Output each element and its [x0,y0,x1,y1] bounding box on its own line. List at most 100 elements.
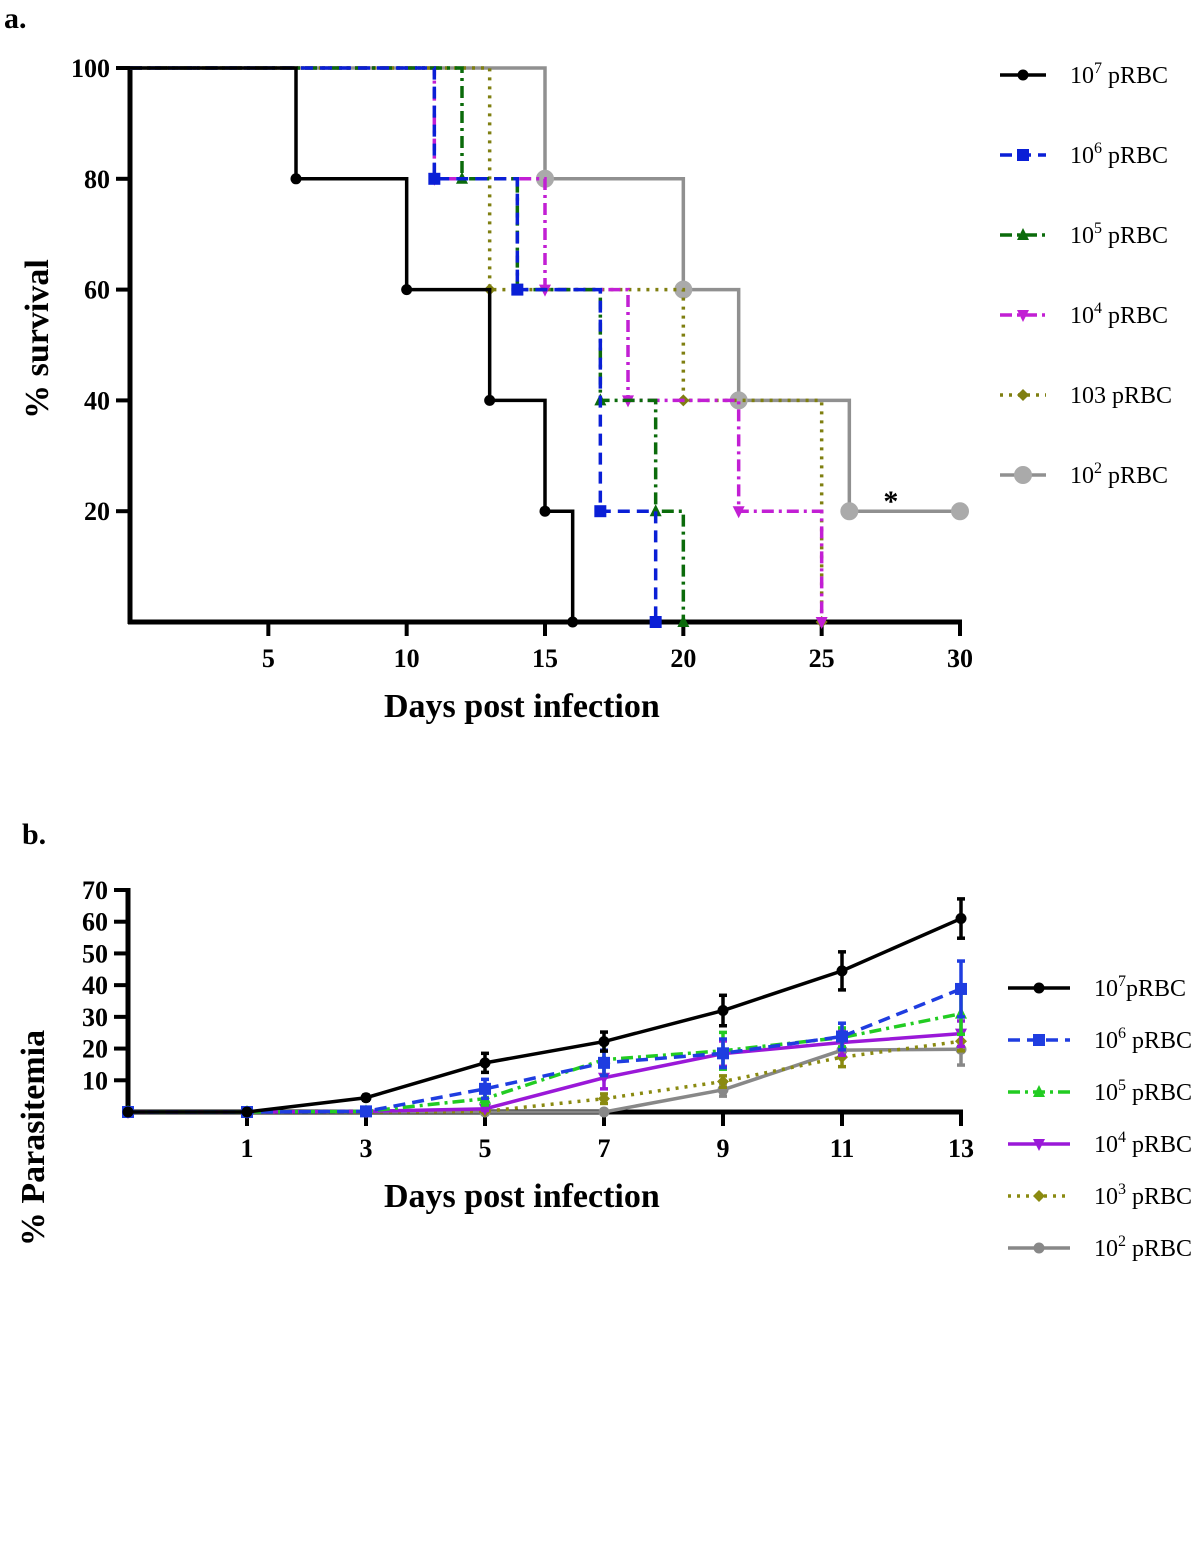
parasitemia-legend-label-3: 104 pRBC [1094,1129,1192,1158]
panel-label-a: a. [4,2,27,35]
survival-legend-label-4: 103 pRBC [1070,383,1172,409]
parasitemia-y-tick-label: 20 [82,1035,108,1064]
survival-x-tick-label: 30 [947,644,973,673]
survival-point-0-4 [567,616,579,628]
parasitemia-x-tick-label: 13 [948,1134,974,1163]
parasitemia-y-tick-label: 30 [82,1003,108,1032]
parasitemia-point-0-0 [122,1106,134,1118]
parasitemia-x-tick-label: 9 [717,1134,730,1163]
survival-point-0-0 [290,173,302,185]
parasitemia-y-tick-label: 10 [82,1066,108,1095]
survival-point-1-3 [649,616,662,628]
parasitemia-legend-entry-3: 104 pRBC [1008,1129,1192,1158]
parasitemia-point-0-1 [241,1106,253,1118]
survival-line-2 [130,66,686,622]
survival-legend-label-1: 106 pRBC [1070,140,1168,169]
parasitemia-x-tick-label: 7 [598,1134,611,1163]
survival-line-3 [130,66,824,622]
parasitemia-y-tick-label: 40 [82,971,108,1000]
survival-legend-marker-4 [1017,389,1029,401]
parasitemia-point-1-6 [836,1030,848,1043]
parasitemia-legend-marker-3 [1033,1139,1045,1151]
survival-legend-label-3: 104 pRBC [1070,300,1168,329]
parasitemia-y-tick-label: 70 [82,876,108,905]
survival-y-tick-label: 80 [84,165,110,194]
parasitemia-point-4-5 [717,1075,729,1088]
parasitemia-point-0-2 [360,1092,372,1104]
survival-line-5 [130,66,960,513]
parasitemia-x-tick-label: 1 [241,1134,254,1163]
parasitemia-point-0-5 [717,1005,729,1017]
parasitemia-line-2 [128,1011,962,1114]
parasitemia-legend-label-5: 102 pRBC [1094,1233,1192,1262]
parasitemia-legend-marker-2 [1033,1085,1045,1097]
survival-legend-entry-0: 107 pRBC [1000,60,1168,89]
survival-point-2-4 [677,615,690,627]
survival-y-tick-label: 60 [84,276,110,305]
survival-legend-entry-2: 105 pRBC [1000,220,1168,249]
parasitemia-legend-label-4: 103 pRBC [1094,1181,1192,1210]
parasitemia-legend-entry-0: 107pRBC [1008,973,1186,1002]
parasitemia-point-0-7 [955,913,967,925]
parasitemia-legend-entry-5: 102 pRBC [1008,1233,1192,1262]
survival-point-3-4 [815,617,828,629]
panel-label-b: b. [22,818,47,851]
survival-legend-label-0: 107 pRBC [1070,60,1168,89]
survival-x-tick-label: 20 [670,644,696,673]
survival-point-1-0 [428,172,441,185]
parasitemia-point-1-2 [360,1105,372,1118]
survival-point-1-2 [594,505,607,518]
survival-point-2-3 [649,504,662,517]
parasitemia-point-1-5 [717,1047,729,1060]
survival-point-5-4 [951,502,969,521]
survival-legend-entry-1: 106 pRBC [1000,140,1168,169]
parasitemia-legend-marker-0 [1033,982,1045,994]
survival-y-tick-label: 100 [71,54,110,83]
survival-legend-marker-5 [1014,466,1032,484]
survival-point-5-3 [840,502,859,521]
survival-point-0-3 [539,505,551,517]
survival-legend-marker-0 [1017,69,1029,81]
parasitemia-point-3-3 [479,1103,491,1116]
parasitemia-x-tick-label: 5 [479,1134,492,1163]
parasitemia-point-0-4 [598,1036,610,1048]
parasitemia-legend-entry-4: 103 pRBC [1008,1181,1192,1210]
survival-chart: 20 40 60 80 100 5 10 15 20 25 30 * 107 pRBC 106 pRBC 1… [71,54,1172,673]
survival-x-tick-label: 15 [532,644,558,673]
survival-x-tick-label: 25 [809,644,835,673]
parasitemia-line-4 [128,1039,962,1114]
survival-point-0-2 [484,394,496,406]
significance-annotation: * [883,485,898,518]
parasitemia-y-tick-label: 60 [82,908,108,937]
survival-legend-entry-4: 103 pRBC [1000,383,1172,409]
survival-legend-marker-1 [1017,149,1029,161]
survival-x-axis-title: Days post infection [384,688,660,725]
parasitemia-x-tick-label: 3 [360,1134,373,1163]
parasitemia-point-0-6 [836,965,848,977]
parasitemia-legend-label-1: 106 pRBC [1094,1025,1192,1054]
parasitemia-legend-label-2: 105 pRBC [1094,1077,1192,1106]
parasitemia-x-tick-label: 11 [830,1134,855,1163]
survival-point-0-1 [401,284,413,296]
survival-legend-marker-2 [1017,228,1029,240]
survival-line-0 [130,66,575,622]
parasitemia-legend-entry-1: 106 pRBC [1008,1025,1192,1054]
survival-y-tick-label: 40 [84,386,110,415]
survival-x-tick-label: 5 [262,644,275,673]
parasitemia-point-1-3 [479,1082,491,1095]
parasitemia-legend-label-0: 107pRBC [1094,973,1186,1002]
survival-legend-entry-5: 102 pRBC [1000,460,1168,489]
parasitemia-line-3 [128,1031,962,1114]
survival-legend-label-5: 102 pRBC [1070,460,1168,489]
parasitemia-point-4-4 [598,1092,610,1105]
parasitemia-point-5-4 [598,1106,610,1118]
parasitemia-legend-marker-5 [1033,1242,1045,1254]
parasitemia-legend-marker-4 [1033,1190,1045,1202]
survival-point-3-3 [732,506,745,519]
parasitemia-legend-entry-2: 105 pRBC [1008,1077,1192,1106]
survival-y-tick-label: 20 [84,497,110,526]
survival-series-0 [130,66,579,628]
survival-x-tick-label: 10 [394,644,420,673]
survival-point-1-1 [511,283,524,296]
survival-legend-entry-3: 104 pRBC [1000,300,1168,329]
